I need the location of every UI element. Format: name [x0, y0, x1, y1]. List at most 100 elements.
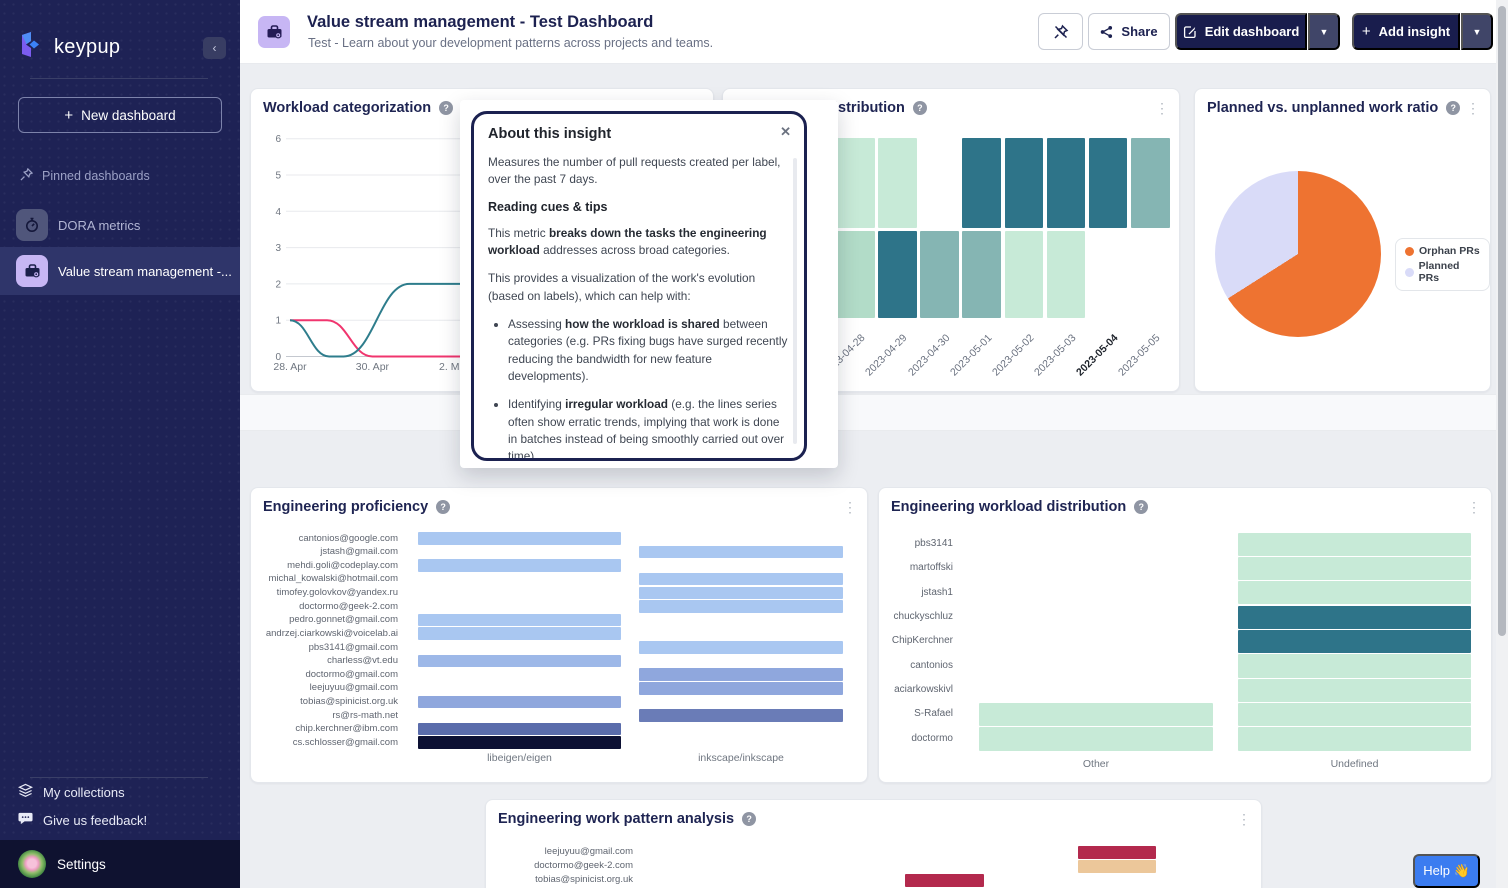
keypup-logo-icon — [18, 31, 45, 63]
stopwatch-icon — [16, 209, 48, 241]
matrix-row-label: doctormo@geek-2.com — [299, 600, 398, 612]
popup-bullet: Identifying irregular workload (e.g. the… — [508, 396, 788, 458]
workload-matrix: pbs3141 martoffski jstash1 chuckyschluz Chip… — [879, 488, 1491, 782]
sidebar-item-value-stream[interactable]: Value stream management -... — [0, 247, 240, 295]
matrix-row-label: cantonios — [910, 659, 953, 671]
heatmap-cell — [1046, 231, 1086, 318]
add-insight-dropdown[interactable]: ▼ — [1461, 13, 1493, 50]
popup-paragraph: Measures the number of pull requests cre… — [488, 155, 781, 187]
heatmap-cell — [1004, 231, 1044, 318]
matrix-row-label: charless@vt.edu — [327, 655, 398, 667]
matrix-cell — [1238, 556, 1471, 581]
toolbox-icon — [16, 255, 48, 287]
heatmap-cell — [878, 231, 917, 318]
pin-icon — [20, 167, 34, 184]
matrix-cell — [418, 722, 621, 736]
card-menu-kebab-icon[interactable]: ⋮ — [1467, 499, 1481, 515]
matrix-cell — [418, 613, 621, 627]
help-question-icon[interactable]: ? — [1446, 101, 1461, 115]
matrix-row-label: ChipKerchner — [891, 635, 953, 647]
edit-dashboard-dropdown[interactable]: ▼ — [1308, 13, 1340, 50]
scrollbar-thumb[interactable] — [1498, 6, 1506, 636]
matrix-cell — [1238, 605, 1471, 629]
matrix-cell — [639, 600, 843, 613]
work-pattern-matrix: leejuyuu@gmail.com doctormo@geek-2.com tob… — [486, 800, 1261, 888]
matrix-cell — [639, 668, 843, 681]
matrix-cell — [639, 586, 843, 600]
matrix-cell — [1238, 727, 1471, 751]
matrix-cell — [1238, 581, 1471, 605]
heatmap-cell — [920, 231, 959, 318]
unpin-dashboard-button[interactable] — [1038, 13, 1083, 50]
matrix-row-label: cs.schlosser@gmail.com — [292, 736, 398, 748]
grid-row-separator — [240, 394, 1496, 431]
card-title: Planned vs. unplanned work ratio — [1207, 100, 1439, 116]
matrix-cell — [639, 709, 843, 722]
matrix-row-label: chuckyschluz — [893, 611, 953, 623]
x-axis-column-label: Other — [1082, 758, 1110, 770]
popup-paragraph: This provides a visualization of the wor… — [488, 271, 756, 303]
legend-item[interactable]: Orphan PRs — [1405, 245, 1480, 257]
heatmap-cell — [878, 138, 917, 228]
matrix-cell — [1238, 629, 1471, 654]
matrix-cell — [1078, 859, 1156, 874]
edit-dashboard-button[interactable]: Edit dashboard — [1175, 13, 1307, 50]
new-dashboard-button[interactable]: + New dashboard — [18, 97, 222, 133]
sidebar: keypup ‹ + New dashboard Pinned dashboar… — [0, 0, 240, 888]
help-question-icon[interactable]: ? — [912, 101, 927, 115]
legend-item[interactable]: Planned PRs — [1405, 260, 1480, 284]
sidebar-item-dora-metrics[interactable]: DORA metrics — [0, 201, 240, 249]
matrix-row-label: pedro.gonnet@gmail.com — [289, 614, 398, 626]
page-title: Value stream management - Test Dashboard — [307, 13, 654, 31]
insight-tooltip: ✕ About this insight Measures the number… — [460, 100, 838, 468]
popup-paragraph: This metric breaks down the tasks the en… — [488, 225, 767, 257]
x-axis-column-label: inkscape/inkscape — [698, 752, 784, 764]
matrix-cell — [418, 532, 621, 545]
page-subtitle: Test - Learn about your development patt… — [308, 36, 714, 50]
svg-text:28. Apr: 28. Apr — [273, 361, 307, 373]
add-insight-button[interactable]: + Add insight — [1352, 13, 1460, 50]
help-question-icon[interactable]: ? — [436, 500, 451, 514]
matrix-row-label: martoffski — [909, 562, 953, 574]
plus-icon: + — [64, 106, 74, 124]
matrix-row-label: mehdi.goli@codeplay.com — [287, 559, 398, 571]
card-title: Workload categorization — [263, 100, 432, 116]
feedback-link[interactable]: Give us feedback! — [18, 811, 147, 829]
heatmap-cell — [836, 231, 875, 318]
legend-dot — [1405, 246, 1414, 256]
chat-bubble-icon — [18, 811, 33, 829]
card-menu-kebab-icon[interactable]: ⋮ — [843, 499, 857, 515]
matrix-cell — [1238, 654, 1471, 678]
keypup-logo[interactable]: keypup — [18, 32, 120, 62]
logo-text: keypup — [54, 35, 121, 58]
matrix-row-label: doctormo@gmail.com — [305, 668, 398, 680]
user-avatar — [18, 850, 46, 878]
popup-scrollbar[interactable] — [793, 158, 797, 444]
sidebar-collapse-button[interactable]: ‹ — [203, 37, 226, 59]
date-heatmap: 2023-04-28 2023-04-29 2023-04-30 2023-05-01… — [723, 89, 1179, 391]
share-button[interactable]: Share — [1088, 13, 1170, 50]
proficiency-matrix: cantonios@google.com jstash@gmail.com mehd… — [251, 488, 867, 782]
matrix-cell — [1238, 532, 1471, 556]
pin-slash-icon — [1053, 24, 1068, 39]
settings-item[interactable]: Settings — [0, 840, 240, 888]
matrix-cell — [979, 702, 1213, 727]
pie-chart — [1215, 171, 1381, 337]
close-icon[interactable]: ✕ — [780, 124, 791, 139]
popup-subheading: Reading cues & tips — [488, 199, 608, 214]
help-question-icon[interactable]: ? — [439, 101, 454, 115]
help-question-icon[interactable]: ? — [742, 812, 757, 826]
card-menu-kebab-icon[interactable]: ⋮ — [1155, 100, 1169, 116]
matrix-cell — [905, 873, 984, 888]
x-axis-column-label: Undefined — [1330, 758, 1379, 770]
about-insight-popup: ✕ About this insight Measures the number… — [471, 111, 807, 461]
help-button[interactable]: Help 👋 — [1413, 854, 1480, 888]
help-question-icon[interactable]: ? — [1134, 500, 1149, 514]
card-menu-kebab-icon[interactable]: ⋮ — [1237, 811, 1251, 827]
heatmap-cell — [836, 138, 875, 228]
svg-text:6: 6 — [275, 134, 281, 145]
card-menu-kebab-icon[interactable]: ⋮ — [1466, 100, 1480, 116]
my-collections-link[interactable]: My collections — [17, 783, 125, 801]
legend-dot — [1405, 267, 1414, 277]
card-title-fragment: istribution — [834, 100, 905, 116]
